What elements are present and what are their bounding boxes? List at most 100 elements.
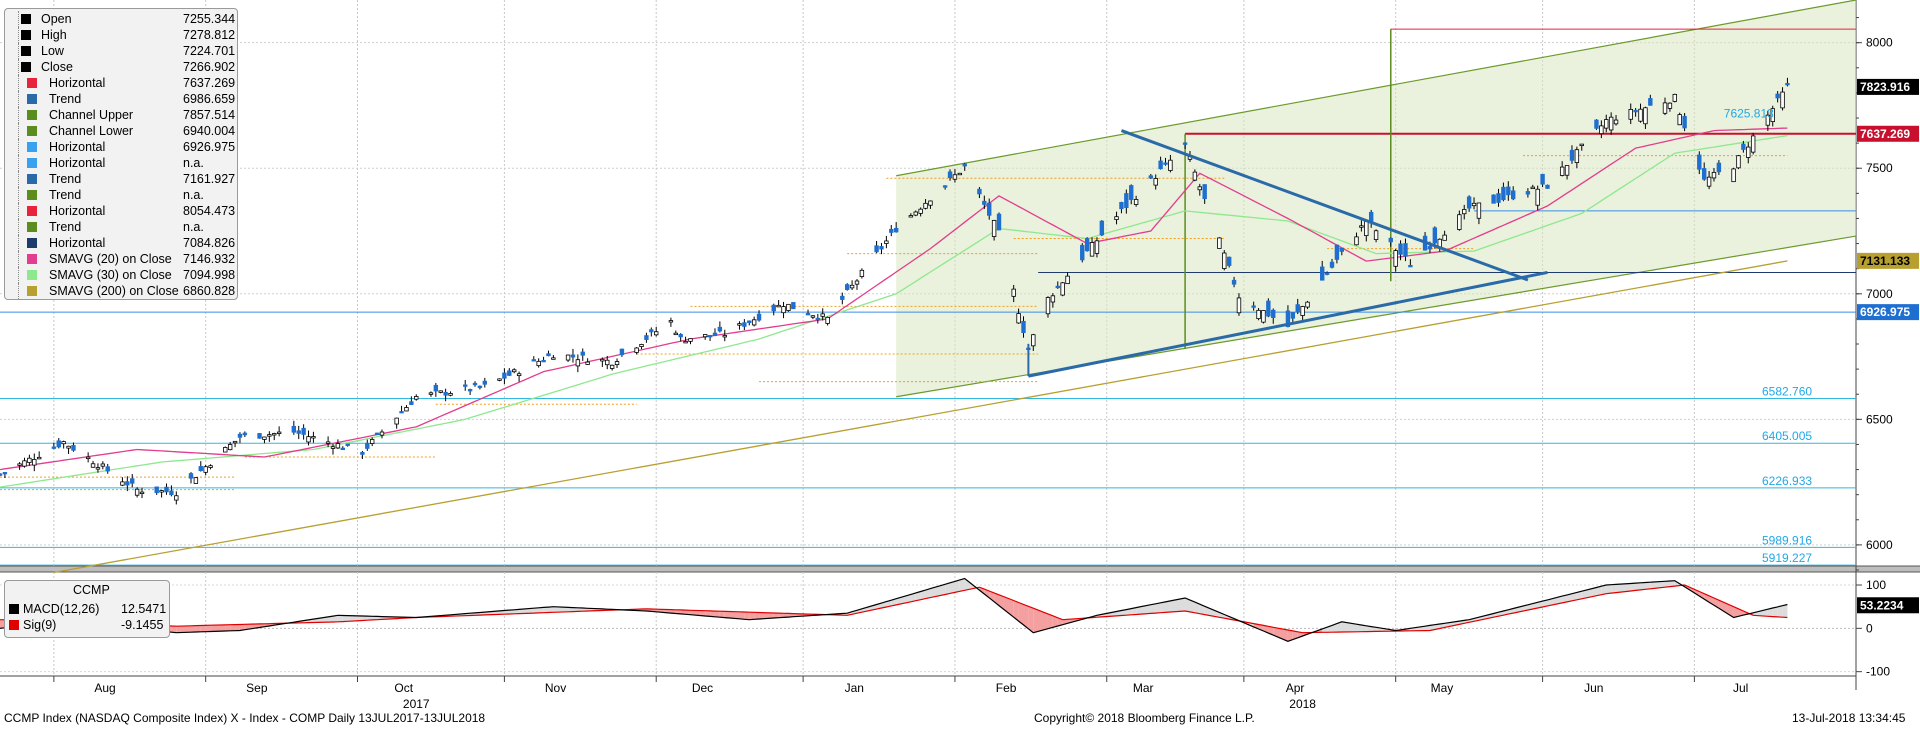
legend-tree-line xyxy=(18,203,20,219)
macd-histogram-fill xyxy=(1371,626,1377,632)
macd-histogram-fill xyxy=(190,625,196,633)
candle-body xyxy=(232,440,238,444)
macd-histogram-fill xyxy=(328,616,334,623)
macd-histogram-fill xyxy=(1601,585,1607,595)
macd-histogram-fill xyxy=(1013,600,1019,622)
macd-histogram-fill xyxy=(920,590,926,600)
candle-body xyxy=(1256,309,1261,320)
macd-histogram-fill xyxy=(945,582,951,595)
candle-body xyxy=(301,427,306,435)
macd-histogram-fill xyxy=(714,611,720,618)
candle-body xyxy=(1320,266,1325,281)
candle-body xyxy=(1736,155,1741,169)
macd-histogram-fill xyxy=(1292,630,1298,640)
candle-body xyxy=(1398,243,1403,255)
axis-value-tag xyxy=(1857,125,1919,142)
candle-body xyxy=(203,466,208,473)
macd-histogram-fill xyxy=(1356,624,1362,632)
macd-histogram-fill xyxy=(685,610,691,615)
macd-histogram-fill xyxy=(1777,605,1783,618)
candle-body xyxy=(1197,186,1202,191)
macd-histogram-fill xyxy=(538,607,544,613)
candle-body xyxy=(511,369,517,373)
macd-histogram-fill xyxy=(1576,591,1582,600)
candle-body xyxy=(276,431,282,434)
macd-histogram-fill xyxy=(1772,606,1778,617)
legend-label: Open xyxy=(41,12,72,26)
macd-histogram-fill xyxy=(504,610,510,615)
candle-body xyxy=(1285,310,1291,327)
candle-body xyxy=(223,447,228,453)
candle-body xyxy=(1462,209,1467,215)
price-legend: Open 7255.344 High 7278.812 Low 7224.701 Close… xyxy=(4,8,238,300)
legend-value: 7637.269 xyxy=(183,76,236,90)
candle-body xyxy=(1731,168,1736,183)
candle-body xyxy=(139,491,145,495)
candle-body xyxy=(443,391,448,396)
sma20-line xyxy=(0,127,1788,471)
candle-body xyxy=(1094,240,1100,254)
candle-body xyxy=(130,478,135,484)
month-label: Feb xyxy=(996,681,1017,695)
candle-body xyxy=(908,215,914,218)
candle-body xyxy=(369,439,375,444)
candle-body xyxy=(345,443,350,446)
candle-body xyxy=(1530,186,1535,190)
channel-fill xyxy=(896,0,1856,397)
legend-tree-line xyxy=(18,251,20,267)
candle-body xyxy=(374,432,380,435)
legend-tree-line xyxy=(18,43,20,59)
macd-histogram-fill xyxy=(1429,624,1435,631)
candle-body xyxy=(649,329,654,333)
candle-body xyxy=(639,344,644,347)
candle-body xyxy=(477,385,483,389)
macd-swatch xyxy=(9,604,19,614)
candle-body xyxy=(609,364,615,369)
candle-body xyxy=(1780,91,1785,109)
candle-body xyxy=(1045,297,1051,315)
candle-body xyxy=(360,451,365,455)
axis-value-tag xyxy=(1857,597,1919,614)
macd-histogram-fill xyxy=(1033,608,1048,633)
macd-histogram-fill xyxy=(724,611,740,619)
candle-body xyxy=(1251,305,1256,308)
macd-histogram-fill xyxy=(176,625,191,633)
macd-histogram-fill xyxy=(1219,612,1225,619)
candle-body xyxy=(174,495,179,501)
candle-body xyxy=(208,465,213,468)
candle-body xyxy=(712,332,718,337)
macd-histogram-fill xyxy=(1527,603,1533,611)
legend-row: Close 7266.902 xyxy=(9,59,235,75)
month-label: Mar xyxy=(1133,681,1154,695)
legend-swatch xyxy=(27,190,37,200)
macd-line xyxy=(0,577,1788,642)
axis-value-tag xyxy=(1857,252,1919,269)
candle-body xyxy=(2,472,8,475)
candle-body xyxy=(1099,220,1105,236)
candle-body xyxy=(267,434,272,437)
candle-body xyxy=(1770,108,1775,123)
legend-label: High xyxy=(41,28,67,42)
legend-row: Open 7255.344 xyxy=(9,11,235,27)
month-label: Jun xyxy=(1584,681,1603,695)
candle-body xyxy=(791,302,796,310)
candle-body xyxy=(188,473,194,479)
macd-histogram-fill xyxy=(1361,624,1367,632)
macd-histogram-fill xyxy=(1253,623,1259,629)
candle-body xyxy=(1476,202,1482,219)
candle-body xyxy=(1496,193,1501,203)
legend-tree-line xyxy=(18,219,20,235)
candle-body xyxy=(1682,115,1687,129)
candle-body xyxy=(668,320,674,323)
candle-body xyxy=(1300,306,1305,316)
candle-body xyxy=(1334,244,1340,260)
legend-swatch xyxy=(27,254,37,264)
candle-body xyxy=(977,188,982,195)
candle-body xyxy=(1491,194,1496,204)
candle-body xyxy=(918,208,923,214)
candle-body xyxy=(1231,279,1237,285)
macd-legend-label: MACD(12,26) xyxy=(23,602,100,616)
candle-body xyxy=(1192,171,1198,181)
candle-body xyxy=(482,380,488,385)
